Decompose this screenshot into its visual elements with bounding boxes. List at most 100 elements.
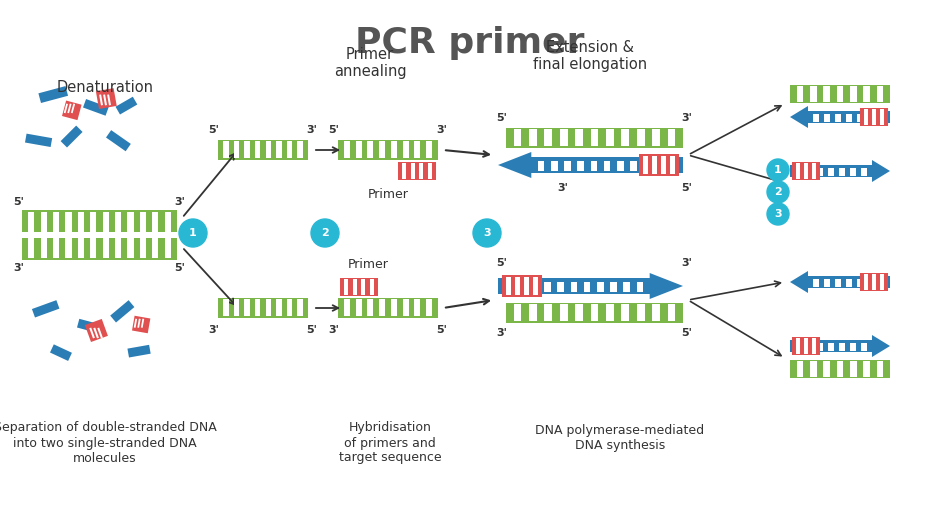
- Bar: [61, 125, 83, 148]
- Bar: [102, 239, 109, 258]
- Bar: [53, 239, 59, 258]
- Bar: [790, 360, 890, 378]
- Bar: [846, 279, 852, 287]
- Bar: [850, 343, 855, 351]
- Bar: [90, 227, 97, 243]
- Bar: [244, 141, 250, 159]
- Bar: [538, 161, 544, 171]
- Bar: [584, 282, 590, 292]
- Bar: [89, 327, 95, 338]
- Text: 3': 3': [682, 113, 693, 123]
- Bar: [525, 277, 528, 295]
- Bar: [90, 239, 97, 258]
- Bar: [505, 282, 511, 292]
- Bar: [643, 161, 650, 171]
- Bar: [140, 227, 146, 243]
- Bar: [361, 279, 366, 295]
- Bar: [66, 211, 71, 230]
- Bar: [98, 327, 102, 338]
- Text: 5': 5': [306, 325, 318, 335]
- Polygon shape: [650, 273, 683, 299]
- Bar: [78, 227, 84, 243]
- Bar: [70, 104, 75, 113]
- Bar: [823, 87, 830, 102]
- Bar: [879, 279, 885, 287]
- Bar: [368, 299, 373, 316]
- Bar: [850, 168, 855, 176]
- Bar: [813, 114, 819, 122]
- Bar: [164, 227, 171, 243]
- Bar: [83, 99, 109, 116]
- Bar: [795, 168, 801, 176]
- Bar: [22, 232, 177, 238]
- Bar: [297, 141, 303, 159]
- Bar: [590, 305, 599, 321]
- Bar: [795, 343, 801, 351]
- Text: 5': 5': [209, 125, 219, 135]
- Bar: [621, 130, 629, 147]
- Bar: [577, 161, 584, 171]
- Bar: [630, 161, 636, 171]
- Bar: [792, 162, 820, 180]
- Bar: [575, 130, 583, 147]
- Bar: [590, 161, 597, 171]
- Bar: [50, 344, 72, 361]
- Text: DNA polymerase-mediated
DNA synthesis: DNA polymerase-mediated DNA synthesis: [536, 424, 705, 452]
- Bar: [857, 114, 863, 122]
- Polygon shape: [790, 271, 808, 293]
- Circle shape: [179, 219, 207, 247]
- Text: 5': 5': [682, 183, 693, 193]
- Bar: [644, 155, 648, 174]
- Bar: [234, 299, 239, 316]
- Bar: [398, 162, 436, 180]
- Bar: [128, 345, 150, 357]
- Bar: [667, 130, 675, 147]
- Text: 5': 5': [329, 125, 339, 135]
- Bar: [828, 168, 834, 176]
- Bar: [515, 277, 520, 295]
- Bar: [837, 361, 843, 377]
- Bar: [529, 305, 537, 321]
- Bar: [224, 299, 228, 316]
- Bar: [652, 130, 660, 147]
- Bar: [837, 87, 843, 102]
- Bar: [22, 238, 177, 260]
- Bar: [861, 343, 867, 351]
- Bar: [102, 227, 109, 243]
- Text: 3: 3: [775, 209, 782, 219]
- Bar: [652, 155, 657, 174]
- Bar: [62, 100, 82, 120]
- Bar: [368, 141, 373, 159]
- Bar: [531, 157, 683, 172]
- Text: 5': 5': [13, 197, 24, 207]
- Bar: [25, 134, 52, 147]
- Bar: [152, 227, 159, 243]
- Bar: [426, 141, 432, 159]
- Bar: [141, 319, 144, 328]
- Bar: [636, 282, 643, 292]
- Bar: [606, 305, 614, 321]
- Text: 3': 3': [496, 328, 508, 338]
- Bar: [391, 299, 397, 316]
- Bar: [132, 316, 150, 333]
- Bar: [96, 88, 117, 109]
- Bar: [813, 279, 819, 287]
- Circle shape: [767, 159, 789, 181]
- Bar: [850, 361, 856, 377]
- Bar: [839, 168, 845, 176]
- Bar: [797, 361, 804, 377]
- Bar: [379, 141, 385, 159]
- Text: 3': 3': [436, 125, 447, 135]
- Bar: [636, 130, 645, 147]
- Bar: [606, 130, 614, 147]
- Bar: [796, 163, 800, 179]
- Text: 5': 5': [682, 328, 693, 338]
- Bar: [824, 279, 830, 287]
- Bar: [255, 141, 260, 159]
- Bar: [790, 340, 872, 352]
- Bar: [287, 141, 292, 159]
- Bar: [140, 211, 146, 230]
- Bar: [513, 130, 522, 147]
- Bar: [880, 274, 884, 290]
- Bar: [133, 319, 137, 328]
